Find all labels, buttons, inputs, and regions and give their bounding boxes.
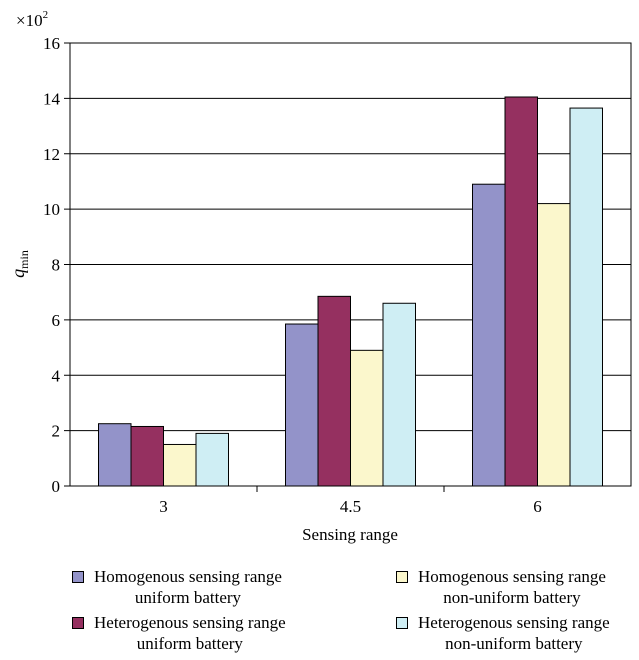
y-tick-label: 12 xyxy=(43,145,60,164)
legend-swatch xyxy=(72,571,84,583)
legend-swatch xyxy=(396,571,408,583)
x-axis: 3 4.5 6 xyxy=(159,486,542,516)
legend-label: Homogenous sensing range uniform battery xyxy=(94,567,282,607)
legend-label: Heterogenous sensing range non-uniform b… xyxy=(418,613,610,653)
bar xyxy=(195,432,229,487)
bar xyxy=(163,443,197,487)
x-tick-label: 6 xyxy=(533,497,542,516)
bar xyxy=(537,203,571,487)
y-tick-label: 8 xyxy=(52,256,61,275)
y-axis: 0 2 4 6 8 10 12 14 16 xyxy=(43,34,70,496)
bar xyxy=(317,295,351,487)
y-tick-label: 6 xyxy=(52,311,61,330)
bar xyxy=(98,423,132,487)
bar xyxy=(382,302,416,487)
legend-label: Heterogenous sensing range uniform batte… xyxy=(94,613,286,653)
y-tick-label: 2 xyxy=(52,422,61,441)
bars xyxy=(98,96,603,487)
y-tick-label: 4 xyxy=(52,366,61,385)
y-tick-label: 0 xyxy=(52,477,61,496)
y-tick-label: 14 xyxy=(43,89,61,108)
bar xyxy=(350,349,384,487)
bar xyxy=(130,425,164,487)
bar xyxy=(285,323,319,487)
legend-item: Homogenous sensing range non-uniform bat… xyxy=(396,566,606,608)
bar xyxy=(504,96,538,487)
x-tick-label: 3 xyxy=(159,497,168,516)
y-multiplier: ×102 xyxy=(16,9,48,30)
legend-item: Homogenous sensing range uniform battery xyxy=(72,566,282,608)
y-tick-label: 10 xyxy=(43,200,60,219)
legend-item: Heterogenous sensing range uniform batte… xyxy=(72,612,286,654)
legend-item: Heterogenous sensing range non-uniform b… xyxy=(396,612,610,654)
y-axis-label: qmin xyxy=(8,250,31,278)
legend-label: Homogenous sensing range non-uniform bat… xyxy=(418,567,606,607)
y-tick-label: 16 xyxy=(43,34,60,53)
bar xyxy=(569,107,603,487)
legend-swatch xyxy=(72,617,84,629)
x-axis-label: Sensing range xyxy=(302,525,398,544)
legend-swatch xyxy=(396,617,408,629)
x-tick-label: 4.5 xyxy=(340,497,361,516)
bar xyxy=(472,183,506,487)
